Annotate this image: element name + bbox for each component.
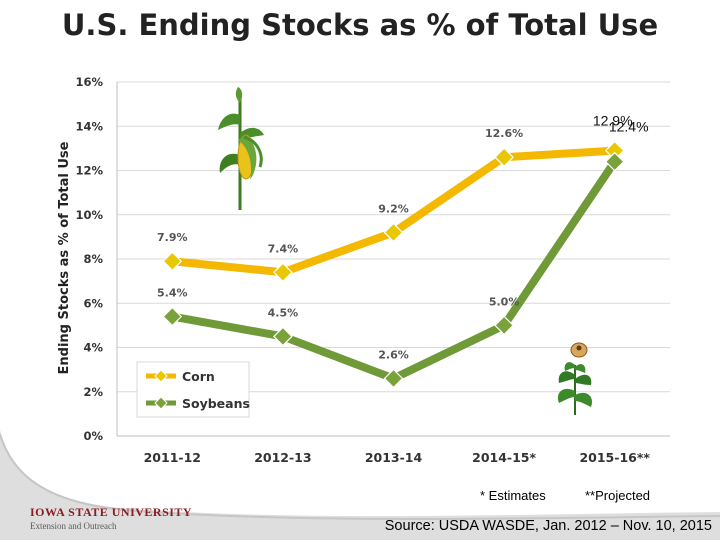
data-label: 9.2%: [378, 202, 409, 215]
legend-label: Corn: [182, 369, 215, 384]
data-label: 7.4%: [268, 242, 299, 255]
data-point: [383, 368, 404, 389]
y-axis-label: Ending Stocks as % of Total Use: [57, 141, 72, 374]
data-label: 12.9%: [593, 113, 633, 129]
y-tick-label: 6%: [83, 296, 103, 310]
x-tick-label: 2012-13: [254, 450, 311, 465]
x-tick-label: 2015-16**: [579, 450, 650, 465]
footer-swoosh: [0, 430, 720, 540]
y-tick-label: 16%: [75, 75, 103, 89]
data-label: 4.5%: [268, 306, 299, 319]
y-tick-label: 4%: [83, 341, 103, 355]
data-point: [494, 315, 514, 336]
data-point: [162, 306, 183, 327]
y-tick-label: 10%: [75, 208, 103, 222]
legend-label: Soybeans: [182, 396, 250, 411]
soybean-plant-icon: [557, 342, 593, 415]
legend: Corn Soybeans: [136, 361, 250, 418]
data-point: [494, 147, 514, 168]
y-tick-label: 2%: [83, 385, 103, 399]
university-subtitle: Extension and Outreach: [30, 521, 117, 531]
data-point: [273, 262, 293, 283]
university-logo: IOWA STATE UNIVERSITY Extension and Outr…: [30, 505, 192, 531]
y-axis: 0% 2% 4% 6% 8% 10% 12% 14% 16%: [75, 75, 118, 443]
data-label: 5.4%: [157, 287, 188, 300]
series-soybeans: 5.4% 4.5% 2.6% 5.0% 12.4%: [157, 119, 649, 389]
x-tick-label: 2011-12: [144, 450, 201, 465]
estimates-note: * Estimates: [480, 488, 546, 503]
series-corn: 7.9% 7.4% 9.2% 12.6% 12.9%: [157, 113, 633, 283]
y-tick-label: 0%: [83, 429, 103, 443]
source-note: Source: USDA WASDE, Jan. 2012 – Nov. 10,…: [384, 518, 712, 534]
chart-title: U.S. Ending Stocks as % of Total Use: [61, 8, 659, 42]
projected-note: **Projected: [585, 488, 651, 503]
data-label: 12.4%: [609, 119, 649, 135]
corn-plant-icon: [218, 87, 264, 210]
legend-marker: [154, 396, 168, 410]
data-label: 7.9%: [157, 231, 188, 244]
y-tick-label: 14%: [75, 119, 103, 133]
data-point: [383, 222, 404, 243]
data-label: 12.6%: [485, 127, 523, 140]
data-label: 5.0%: [489, 295, 520, 308]
university-name: IOWA STATE UNIVERSITY: [30, 505, 193, 519]
data-label: 2.6%: [378, 348, 409, 361]
x-tick-label: 2013-14: [365, 450, 423, 465]
data-point: [604, 151, 625, 172]
x-tick-label: 2014-15*: [472, 450, 536, 465]
y-tick-label: 12%: [75, 164, 103, 178]
line-chart: 0%2%4%6%8%10%12%14%16% 2011-12 2012-13 201…: [57, 75, 670, 465]
y-tick-label: 8%: [83, 252, 103, 266]
legend-marker: [154, 369, 168, 383]
data-point: [162, 251, 183, 272]
series-layer: 7.9% 7.4% 9.2% 12.6% 12.9% 5.4% 4.5% 2.6% 5.0% 12…: [157, 113, 649, 389]
x-axis: 2011-12 2012-13 2013-14 2014-15* 2015-16**: [117, 435, 670, 465]
data-point: [273, 326, 293, 347]
